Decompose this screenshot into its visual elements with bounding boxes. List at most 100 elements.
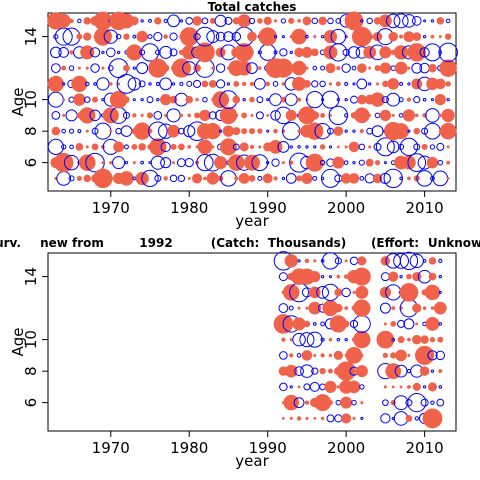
bubble-positive (187, 176, 191, 180)
bubble-positive (284, 254, 298, 268)
bubble-positive (422, 306, 427, 310)
bubble-positive (365, 158, 374, 167)
bubble-positive (242, 81, 247, 87)
bubble-negative (140, 43, 160, 62)
bubble-positive (333, 350, 343, 361)
bubble-positive (163, 176, 168, 181)
x-tick-label: 1980 (170, 199, 208, 217)
bubble-negative (423, 19, 427, 23)
bubble-negative (382, 399, 389, 406)
bubble-negative (430, 19, 435, 23)
bubble-negative (202, 96, 208, 103)
bubble-positive (85, 145, 89, 149)
bubble-positive (357, 256, 367, 266)
bubble-negative (335, 399, 342, 406)
bubble-negative (344, 113, 349, 118)
bubble-positive (129, 16, 139, 26)
bubble-negative (272, 81, 279, 87)
bubble-positive (328, 353, 333, 358)
bubble-negative (402, 14, 416, 28)
bubble-positive (304, 400, 310, 405)
bubble-positive (352, 290, 356, 294)
bubble-positive (83, 174, 91, 183)
bubble-positive (76, 175, 82, 181)
bubble-negative (407, 129, 411, 133)
bubble-positive (302, 16, 312, 26)
bubble-negative (84, 81, 90, 87)
bubble-positive (391, 385, 395, 389)
bubble-negative (112, 156, 126, 170)
bubble-positive (390, 320, 397, 327)
bubble-negative (61, 144, 67, 150)
bubble-negative (248, 17, 256, 25)
bubble-negative (194, 26, 215, 47)
bubble-negative (411, 62, 423, 74)
bubble-negative (336, 337, 341, 342)
bubble-positive (78, 154, 96, 171)
bubble-positive (296, 97, 302, 102)
bubble-positive (162, 64, 170, 72)
panel-survey: urv. new from 1992 (Catch: Thousands) (Effort… (0, 236, 480, 470)
bubble-positive (438, 416, 443, 421)
bubble-negative (424, 122, 441, 140)
bubble-negative (419, 47, 430, 58)
bubble-negative (293, 397, 305, 409)
bubble-negative (123, 144, 129, 150)
bubble-positive (289, 416, 293, 420)
bubble-positive (211, 145, 215, 149)
bubble-negative (312, 175, 318, 181)
bubble-positive (301, 172, 313, 184)
bubble-positive (424, 284, 441, 301)
bubble-negative (398, 97, 404, 103)
bubble-positive (62, 113, 66, 117)
bubble-negative (321, 90, 340, 109)
bubble-negative (422, 97, 427, 102)
bubble-negative (316, 286, 329, 299)
bubble-positive (140, 113, 144, 117)
bubble-negative (321, 252, 340, 270)
bubble-positive (397, 336, 405, 344)
plot-frame (47, 12, 457, 192)
bubble-negative (278, 303, 289, 314)
bubble-positive (71, 75, 88, 92)
bubble-negative (132, 98, 136, 102)
bubble-negative (374, 112, 381, 119)
bubble-negative (406, 369, 412, 374)
bubble-negative (177, 174, 186, 183)
bubble-negative (132, 66, 136, 70)
bubble-negative (352, 160, 356, 165)
bubble-positive (238, 173, 250, 184)
bubble-positive (430, 306, 435, 310)
bubble-positive (379, 62, 391, 74)
bubble-negative (179, 19, 184, 23)
bubble-positive (355, 365, 368, 378)
bubble-positive (352, 416, 356, 420)
bubble-positive (430, 34, 435, 39)
bubble-positive (445, 81, 451, 87)
bubble-negative (166, 108, 181, 123)
x-tick-label: 2010 (406, 199, 444, 217)
bubble-negative (430, 369, 435, 373)
bubble-negative (184, 158, 194, 168)
bubble-negative (214, 14, 227, 27)
x-tick-label: 2000 (327, 199, 365, 217)
bubble-layer (47, 11, 458, 189)
bubble-negative (411, 16, 422, 26)
bubble-positive (439, 122, 457, 140)
bubble-negative (271, 158, 280, 167)
bubble-positive (197, 139, 213, 155)
bubble-positive (323, 30, 338, 44)
bubble-negative (366, 127, 374, 135)
bubble-negative (101, 50, 105, 55)
bubble-negative (422, 34, 427, 39)
bubble-negative (429, 144, 436, 150)
bubble-negative (273, 34, 278, 39)
bubble-negative (132, 176, 137, 181)
bubble-negative (51, 110, 61, 120)
bubble-positive (56, 13, 71, 28)
bubble-positive (437, 336, 444, 343)
bubble-positive (239, 142, 249, 152)
bubble-negative (154, 174, 162, 182)
bubble-positive (439, 59, 457, 77)
bubble-positive (296, 175, 303, 182)
